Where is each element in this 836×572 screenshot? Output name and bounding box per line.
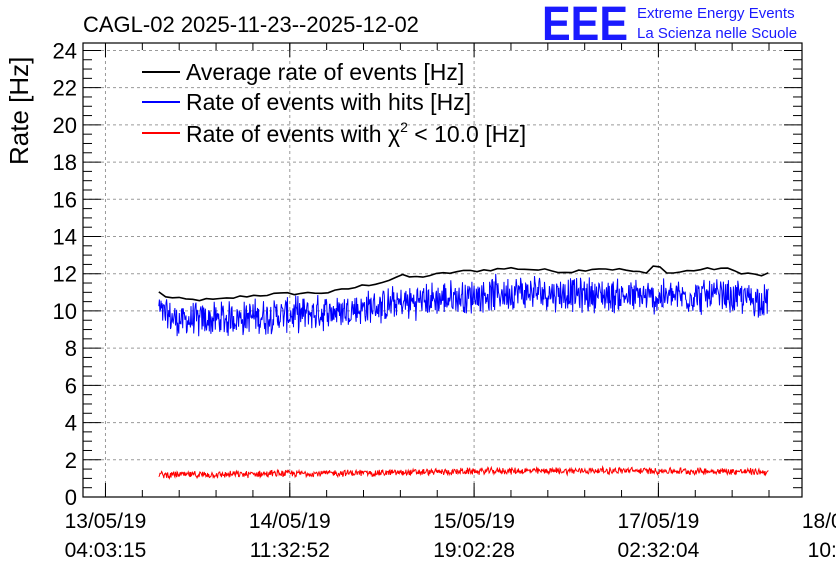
x-tick-date-3: 17/05/19 (618, 510, 700, 533)
chart-title: CAGL-02 2025-11-23--2025-12-02 (83, 12, 419, 37)
y-tick-label-1: 2 (65, 448, 77, 473)
x-tick-time-4: 10:01:4 (808, 539, 836, 562)
x-tick-date-2: 15/05/19 (433, 510, 515, 533)
x-tick-date-0: 13/05/19 (65, 510, 147, 533)
series-line-0 (158, 265, 769, 302)
y-tick-label-4: 8 (65, 336, 77, 361)
grid-lines (83, 43, 802, 497)
series-line-1 (158, 273, 769, 337)
axes (82, 42, 803, 498)
y-tick-label-9: 18 (53, 150, 77, 175)
y-tick-label-12: 24 (53, 38, 77, 63)
plot-frame (82, 42, 803, 498)
logo-line-2: La Scienza nelle Scuole (637, 25, 797, 42)
x-tick-time-2: 19:02:28 (433, 539, 515, 562)
y-tick-label-7: 14 (53, 225, 77, 250)
data-series (158, 265, 769, 481)
y-tick-label-5: 10 (53, 299, 77, 324)
y-axis-label: Rate [Hz] (4, 57, 34, 165)
x-tick-time-0: 04:03:15 (65, 539, 147, 562)
x-tick-labels: 13/05/19 04:03:15 14/05/19 11:32:52 15/05/19… (65, 510, 836, 562)
y-tick-label-8: 16 (53, 187, 77, 212)
x-tick-time-1: 11:32:52 (250, 539, 330, 562)
series-line-2 (158, 465, 769, 481)
legend: Average rate of events [Hz] Rate of even… (142, 59, 526, 147)
y-tick-label-11: 22 (53, 76, 77, 101)
legend-label-chi2: Rate of events with χ2 < 10.0 [Hz] (186, 119, 526, 147)
y-tick-label-3: 6 (65, 373, 77, 398)
y-tick-label-2: 4 (65, 411, 77, 436)
legend-label-hits: Rate of events with hits [Hz] (186, 89, 471, 115)
x-tick-date-1: 14/05/19 (249, 510, 331, 533)
x-tick-time-3: 02:32:04 (618, 539, 700, 562)
legend-label-average: Average rate of events [Hz] (186, 59, 464, 85)
y-tick-label-10: 20 (53, 113, 77, 138)
logo-line-1: Extreme Energy Events (637, 5, 795, 22)
y-tick-label-6: 12 (53, 262, 77, 287)
x-tick-date-4: 18/05/19 (802, 510, 836, 533)
y-tick-label-0: 0 (65, 485, 77, 510)
